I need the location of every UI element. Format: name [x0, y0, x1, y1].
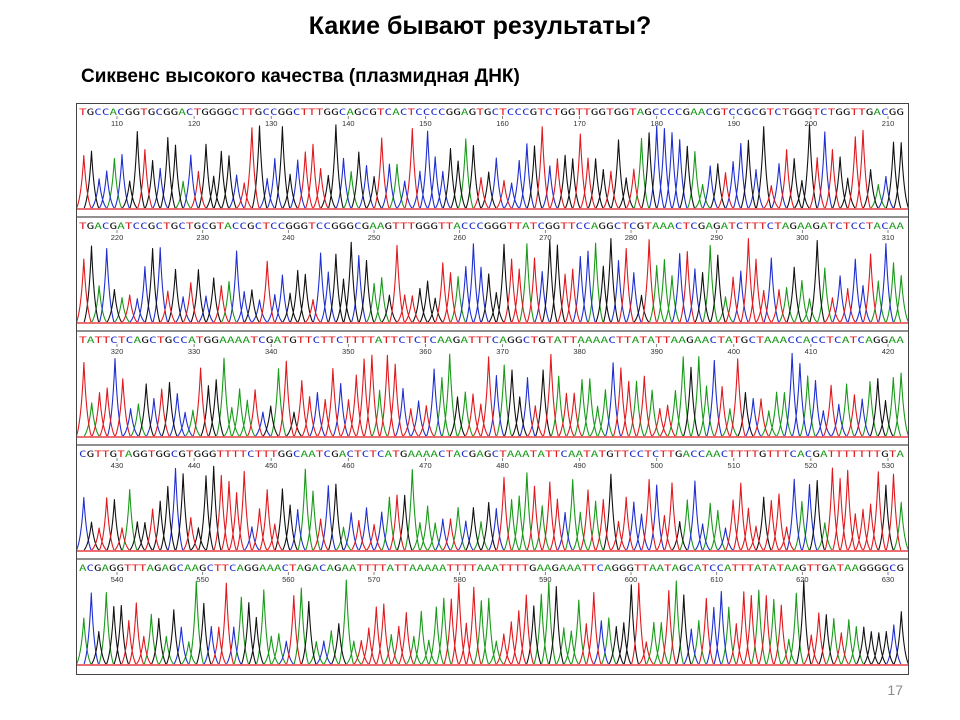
position-tick-label: 130 [265, 119, 278, 128]
position-tick-label: 620 [796, 575, 809, 584]
position-tick-label: 470 [419, 461, 432, 470]
position-tick-label: 120 [188, 119, 201, 128]
position-tick-label: 400 [728, 347, 741, 356]
position-tick-label: 350 [342, 347, 355, 356]
slide-subtitle: Сиквенс высокого качества (плазмидная ДН… [81, 66, 520, 87]
position-tick-label: 200 [805, 119, 818, 128]
trace-T [77, 353, 863, 437]
position-tick-label: 500 [650, 461, 663, 470]
trace-C [107, 352, 871, 437]
position-tick-label: 150 [419, 119, 432, 128]
position-tick-label: 170 [573, 119, 586, 128]
trace-T [77, 238, 879, 323]
position-tick-label: 450 [265, 461, 278, 470]
trace-G [138, 366, 894, 437]
position-tick-label: 310 [882, 233, 895, 242]
position-tick-label: 320 [111, 347, 124, 356]
position-tick-label: 440 [188, 461, 201, 470]
position-tick-label: 510 [728, 461, 741, 470]
position-tick-label: 220 [111, 233, 124, 242]
position-tick-label: 380 [573, 347, 586, 356]
trace-T [77, 126, 871, 209]
trace-G [91, 579, 908, 665]
position-tick-label: 420 [882, 347, 895, 356]
position-tick-label: 330 [188, 347, 201, 356]
position-tick-label: 300 [796, 233, 809, 242]
trace-A [77, 579, 864, 665]
position-tick-label: 250 [368, 233, 381, 242]
position-tick-label: 540 [111, 575, 124, 584]
position-tick-label: 570 [368, 575, 381, 584]
position-tick-label: 230 [196, 233, 209, 242]
position-tick-label: 610 [710, 575, 723, 584]
position-tick-label: 580 [453, 575, 466, 584]
position-tick-label: 520 [805, 461, 818, 470]
position-tick-label: 390 [650, 347, 663, 356]
position-tick-label: 140 [342, 119, 355, 128]
position-tick-label: 370 [496, 347, 509, 356]
position-tick-label: 210 [882, 119, 895, 128]
position-tick-label: 590 [539, 575, 552, 584]
position-tick-label: 600 [625, 575, 638, 584]
position-tick-label: 550 [196, 575, 209, 584]
trace-C [91, 125, 894, 209]
position-tick-label: 480 [496, 461, 509, 470]
position-tick-label: 240 [282, 233, 295, 242]
position-tick-label: 270 [539, 233, 552, 242]
trace-G [83, 124, 908, 209]
position-tick-label: 280 [625, 233, 638, 242]
position-tick-label: 630 [882, 575, 895, 584]
position-tick-label: 110 [111, 119, 123, 128]
position-tick-label: 430 [111, 461, 124, 470]
trace-T [121, 582, 849, 665]
slide-title: Какие бывают результаты? [308, 12, 652, 40]
position-tick-label: 340 [265, 347, 278, 356]
trace-C [77, 467, 818, 551]
position-tick-label: 560 [282, 575, 295, 584]
trace-G [83, 238, 825, 323]
trace-A [106, 137, 886, 209]
position-tick-label: 410 [805, 347, 818, 356]
position-tick-label: 530 [882, 461, 895, 470]
position-tick-label: 260 [453, 233, 466, 242]
position-tick-label: 180 [650, 119, 663, 128]
trace-G [83, 465, 894, 551]
position-tick-label: 460 [342, 461, 355, 470]
position-tick-label: 190 [728, 119, 741, 128]
trace-C [98, 243, 894, 323]
position-tick-label: 290 [710, 233, 723, 242]
trace-A [91, 242, 908, 323]
position-tick-label: 160 [496, 119, 509, 128]
trace-T [91, 467, 902, 551]
trace-A [83, 353, 908, 437]
position-tick-label: 360 [419, 347, 432, 356]
page-number: 17 [887, 682, 903, 698]
position-tick-label: 490 [573, 461, 586, 470]
trace-A [121, 468, 908, 551]
trace-C [83, 590, 902, 665]
